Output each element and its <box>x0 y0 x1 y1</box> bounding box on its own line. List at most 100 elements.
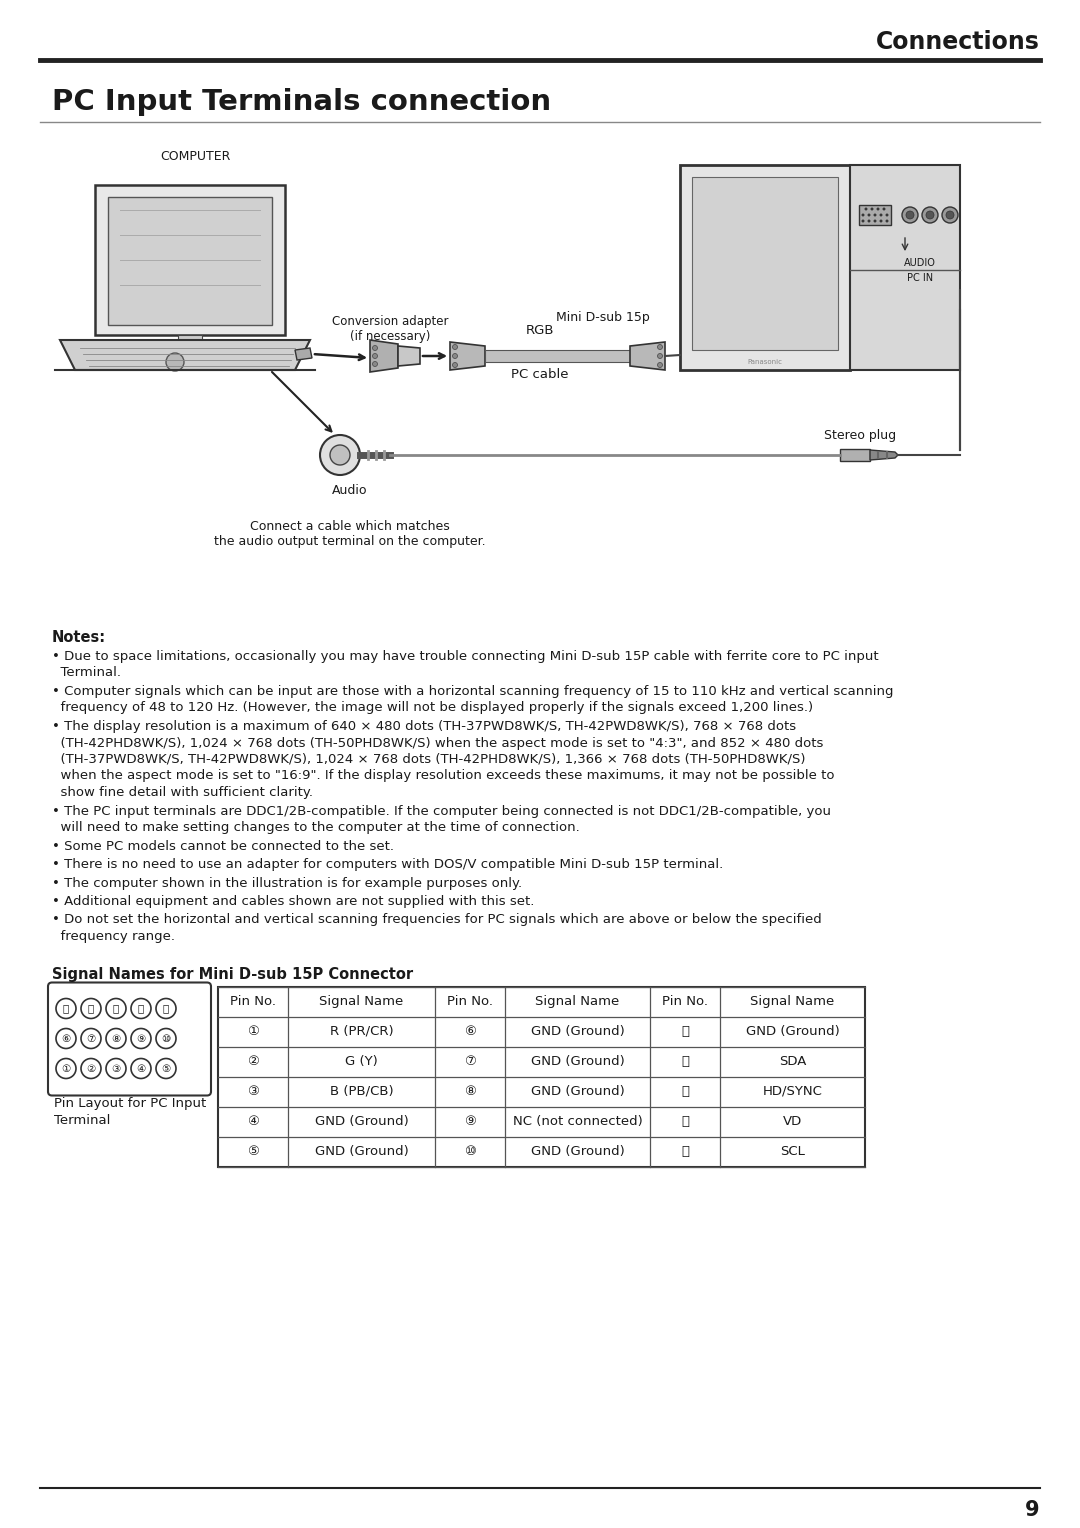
Polygon shape <box>840 449 870 461</box>
Text: HD/SYNC: HD/SYNC <box>762 1085 823 1099</box>
Text: show fine detail with sufficient clarity.: show fine detail with sufficient clarity… <box>52 785 313 799</box>
Circle shape <box>330 445 350 465</box>
Text: GND (Ground): GND (Ground) <box>530 1054 624 1068</box>
Circle shape <box>166 353 184 371</box>
Polygon shape <box>178 335 202 341</box>
Circle shape <box>658 362 662 368</box>
Text: (TH-42PHD8WK/S), 1,024 × 768 dots (TH-50PHD8WK/S) when the aspect mode is set to: (TH-42PHD8WK/S), 1,024 × 768 dots (TH-50… <box>52 736 823 750</box>
Text: GND (Ground): GND (Ground) <box>314 1144 408 1158</box>
Circle shape <box>882 208 886 211</box>
Text: will need to make setting changes to the computer at the time of connection.: will need to make setting changes to the… <box>52 821 580 834</box>
Circle shape <box>874 214 876 215</box>
Circle shape <box>886 214 888 215</box>
Polygon shape <box>399 345 420 367</box>
Circle shape <box>865 208 867 211</box>
Text: • Some PC models cannot be connected to the set.: • Some PC models cannot be connected to … <box>52 839 394 853</box>
Text: AUDIO: AUDIO <box>904 258 936 267</box>
Circle shape <box>926 211 934 219</box>
Text: frequency of 48 to 120 Hz. (However, the image will not be displayed properly if: frequency of 48 to 120 Hz. (However, the… <box>52 701 813 715</box>
Circle shape <box>942 206 958 223</box>
Polygon shape <box>485 350 630 362</box>
Text: (TH-37PWD8WK/S, TH-42PWD8WK/S), 1,024 × 768 dots (TH-42PHD8WK/S), 1,366 × 768 do: (TH-37PWD8WK/S, TH-42PWD8WK/S), 1,024 × … <box>52 753 806 766</box>
Text: Pin Layout for PC Input: Pin Layout for PC Input <box>54 1097 206 1111</box>
Text: ④: ④ <box>136 1063 146 1074</box>
Text: frequency range.: frequency range. <box>52 931 175 943</box>
Text: • Due to space limitations, occasionally you may have trouble connecting Mini D-: • Due to space limitations, occasionally… <box>52 649 879 663</box>
Polygon shape <box>450 342 485 370</box>
Polygon shape <box>630 342 665 370</box>
Text: GND (Ground): GND (Ground) <box>530 1144 624 1158</box>
Text: GND (Ground): GND (Ground) <box>314 1115 408 1128</box>
Text: ⑨: ⑨ <box>464 1115 476 1128</box>
Text: • The display resolution is a maximum of 640 × 480 dots (TH-37PWD8WK/S, TH-42PWD: • The display resolution is a maximum of… <box>52 720 796 733</box>
Text: ⑤: ⑤ <box>161 1063 171 1074</box>
Text: ①: ① <box>62 1063 70 1074</box>
Text: ⑮: ⑮ <box>681 1144 689 1158</box>
Text: Signal Name: Signal Name <box>536 995 620 1008</box>
Text: ①: ① <box>247 1025 259 1038</box>
Text: Pin No.: Pin No. <box>662 995 708 1008</box>
Circle shape <box>658 353 662 359</box>
Text: R (PR/CR): R (PR/CR) <box>329 1025 393 1038</box>
Text: Pin No.: Pin No. <box>447 995 492 1008</box>
Circle shape <box>320 435 360 475</box>
Text: GND (Ground): GND (Ground) <box>745 1025 839 1038</box>
Polygon shape <box>692 177 838 350</box>
Text: ⑤: ⑤ <box>247 1144 259 1158</box>
Polygon shape <box>680 165 850 370</box>
Circle shape <box>862 214 864 215</box>
Text: ⑩: ⑩ <box>464 1144 476 1158</box>
Text: ③: ③ <box>247 1085 259 1099</box>
Text: PC IN: PC IN <box>907 274 933 283</box>
Text: • Additional equipment and cables shown are not supplied with this set.: • Additional equipment and cables shown … <box>52 895 535 908</box>
Text: ④: ④ <box>247 1115 259 1128</box>
Text: ⑬: ⑬ <box>113 1004 119 1013</box>
Circle shape <box>902 206 918 223</box>
Circle shape <box>868 220 870 222</box>
Text: ⑧: ⑧ <box>464 1085 476 1099</box>
Text: Connect a cable which matches
the audio output terminal on the computer.: Connect a cable which matches the audio … <box>214 520 486 549</box>
Circle shape <box>868 214 870 215</box>
Text: ⑭: ⑭ <box>681 1115 689 1128</box>
Text: when the aspect mode is set to "16:9". If the display resolution exceeds these m: when the aspect mode is set to "16:9". I… <box>52 770 835 782</box>
Text: Pin No.: Pin No. <box>230 995 276 1008</box>
Text: PC cable: PC cable <box>511 368 569 382</box>
Text: • Do not set the horizontal and vertical scanning frequencies for PC signals whi: • Do not set the horizontal and vertical… <box>52 914 822 926</box>
Text: Terminal.: Terminal. <box>52 666 121 680</box>
Polygon shape <box>108 197 272 325</box>
Circle shape <box>373 353 378 359</box>
Text: ⑪: ⑪ <box>63 1004 69 1013</box>
Circle shape <box>373 345 378 350</box>
Polygon shape <box>850 165 960 370</box>
Text: VD: VD <box>783 1115 802 1128</box>
Circle shape <box>880 214 882 215</box>
Text: ⑭: ⑭ <box>138 1004 144 1013</box>
Text: Stereo plug: Stereo plug <box>824 428 896 442</box>
Text: ⑩: ⑩ <box>161 1033 171 1044</box>
FancyBboxPatch shape <box>48 983 211 1096</box>
Bar <box>218 987 865 1166</box>
Text: Panasonic: Panasonic <box>747 359 783 365</box>
Polygon shape <box>95 185 285 335</box>
Circle shape <box>862 220 864 222</box>
Text: B (PB/CB): B (PB/CB) <box>329 1085 393 1099</box>
Text: ⑦: ⑦ <box>464 1054 476 1068</box>
Circle shape <box>453 344 458 350</box>
Circle shape <box>874 220 876 222</box>
Text: ⑧: ⑧ <box>111 1033 121 1044</box>
Text: ⑮: ⑮ <box>163 1004 170 1013</box>
Circle shape <box>880 220 882 222</box>
Text: Connections: Connections <box>876 31 1040 53</box>
Circle shape <box>877 208 879 211</box>
Text: GND (Ground): GND (Ground) <box>530 1085 624 1099</box>
Text: RGB: RGB <box>526 324 554 336</box>
Text: ②: ② <box>86 1063 96 1074</box>
Text: Notes:: Notes: <box>52 630 106 645</box>
Text: NC (not connected): NC (not connected) <box>513 1115 643 1128</box>
Text: ②: ② <box>247 1054 259 1068</box>
Text: Signal Names for Mini D-sub 15P Connector: Signal Names for Mini D-sub 15P Connecto… <box>52 967 414 981</box>
Circle shape <box>453 353 458 359</box>
Text: Conversion adapter
(if necessary): Conversion adapter (if necessary) <box>332 315 448 342</box>
Text: • Computer signals which can be input are those with a horizontal scanning frequ: • Computer signals which can be input ar… <box>52 685 893 698</box>
Circle shape <box>886 220 888 222</box>
